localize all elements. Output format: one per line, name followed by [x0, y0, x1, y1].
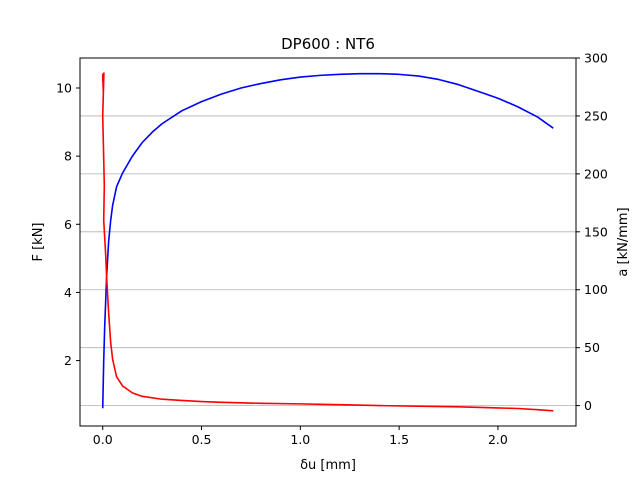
y-right-tick-label: 100 — [584, 282, 608, 297]
plot-frame — [79, 57, 577, 427]
y-left-tick-label: 2 — [64, 353, 72, 368]
chart-title: DP600 : NT6 — [281, 35, 375, 53]
y-right-tick-label: 0 — [584, 398, 592, 413]
y-right-tick-label: 200 — [584, 166, 608, 181]
series-layer — [101, 72, 554, 412]
y-right-axis-ticks: 0 50 100 150 200 250 300 — [576, 51, 608, 413]
y-left-tick-label: 10 — [56, 80, 72, 95]
y-right-tick-label: 300 — [584, 51, 608, 66]
x-axis-ticks: 0.0 0.5 1.0 1.5 2.0 — [93, 426, 508, 447]
y-left-tick-label: 4 — [64, 285, 72, 300]
x-axis-label: δu [mm] — [300, 458, 356, 473]
x-tick-label: 0.5 — [192, 432, 212, 447]
series-stiffness-line — [101, 72, 554, 412]
y-left-tick-label: 6 — [64, 217, 72, 232]
x-tick-label: 1.5 — [389, 432, 409, 447]
y-right-tick-label: 250 — [584, 108, 608, 123]
y-right-tick-label: 150 — [584, 224, 608, 239]
series-force-line — [101, 72, 554, 409]
x-tick-label: 2.0 — [488, 432, 508, 447]
x-tick-label: 1.0 — [290, 432, 310, 447]
y-right-tick-label: 50 — [584, 340, 600, 355]
y-left-axis-label: F [kN] — [31, 222, 46, 261]
x-tick-label: 0.0 — [93, 432, 113, 447]
y-left-tick-label: 8 — [64, 149, 72, 164]
y-right-axis-label: a [kN/mm] — [616, 207, 631, 276]
y-left-axis-ticks: 2 4 6 8 10 — [56, 80, 80, 368]
